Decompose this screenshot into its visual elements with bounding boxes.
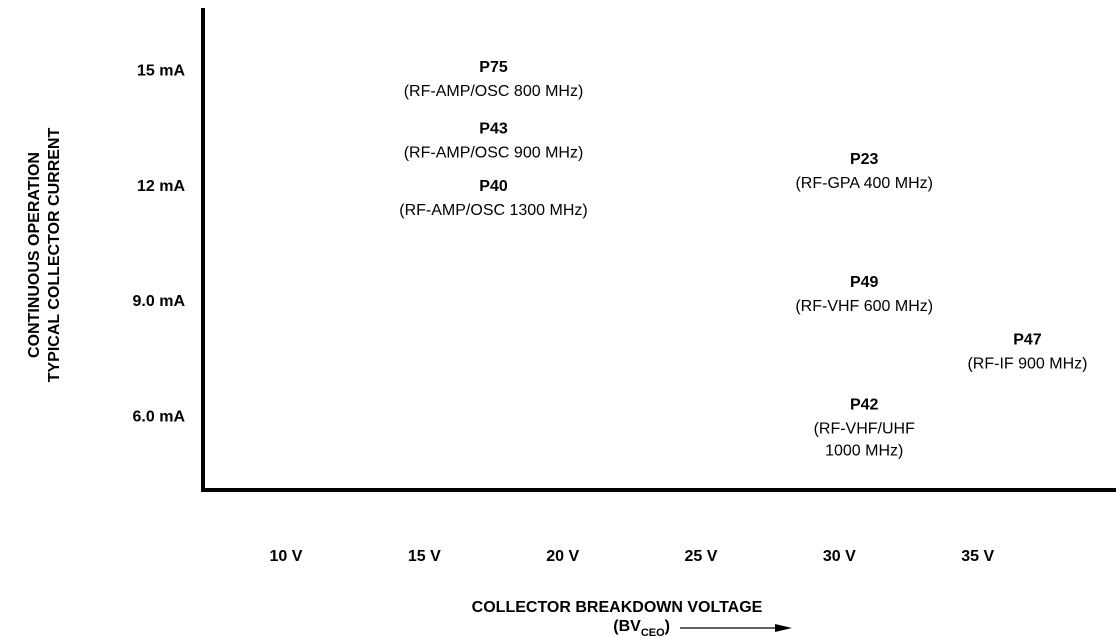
x-axis-label: COLLECTOR BREAKDOWN VOLTAGE — [472, 599, 763, 616]
device-label: P40 — [479, 178, 508, 195]
x-axis-symbol: (BVCEO) — [613, 618, 670, 637]
x-tick-label: 10 V — [270, 548, 303, 565]
device-description: (RF-AMP/OSC 1300 MHz) — [399, 202, 587, 219]
device-description: 1000 MHz) — [825, 443, 903, 460]
x-tick-label: 35 V — [961, 548, 994, 565]
y-tick-label: 9.0 mA — [133, 293, 186, 310]
y-axis-label: CONTINUOUS OPERATION TYPICAL COLLECTOR C… — [26, 128, 63, 383]
device-label: P47 — [1013, 331, 1042, 348]
device-description: (RF-AMP/OSC 900 MHz) — [404, 144, 584, 161]
device-description: (RF-AMP/OSC 800 MHz) — [404, 83, 584, 100]
y-label-line: TYPICAL COLLECTOR CURRENT — [46, 128, 63, 383]
x-tick-label: 30 V — [823, 548, 856, 565]
device-label: P23 — [850, 151, 879, 168]
x-tick-label: 20 V — [546, 548, 579, 565]
symbol-sub: CEO — [641, 627, 665, 637]
device-label: P75 — [479, 59, 508, 76]
symbol-prefix: (BV — [613, 618, 641, 635]
device-label: P43 — [479, 120, 508, 137]
device-label: P42 — [850, 397, 879, 414]
device-description: (RF-VHF 600 MHz) — [795, 298, 933, 315]
x-tick-label: 25 V — [685, 548, 718, 565]
device-description: (RF-VHF/UHF — [814, 421, 916, 438]
y-tick-label: 15 mA — [137, 63, 185, 80]
y-tick-label: 12 mA — [137, 178, 185, 195]
y-tick-label: 6.0 mA — [133, 408, 186, 425]
device-description: (RF-GPA 400 MHz) — [795, 175, 933, 192]
symbol-suffix: ) — [665, 618, 670, 635]
device-description: (RF-IF 900 MHz) — [967, 355, 1087, 372]
arrow-head — [775, 624, 792, 632]
device-label: P49 — [850, 274, 879, 291]
x-tick-label: 15 V — [408, 548, 441, 565]
y-label-line: CONTINUOUS OPERATION — [26, 152, 43, 358]
